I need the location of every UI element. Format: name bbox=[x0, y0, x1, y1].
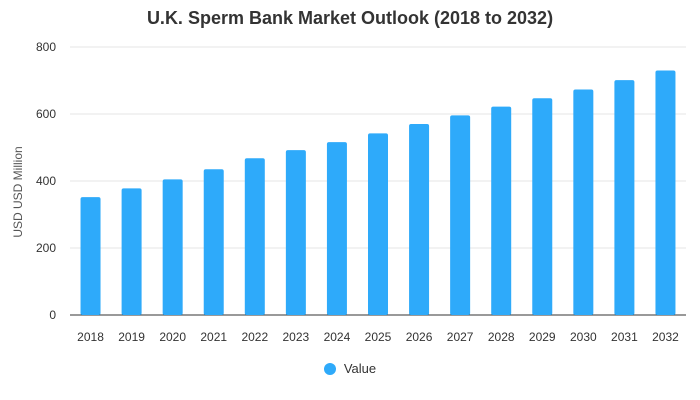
x-tick-label: 2024 bbox=[324, 330, 351, 344]
bar-2027 bbox=[450, 115, 471, 315]
y-tick-label: 800 bbox=[36, 40, 56, 54]
x-tick-label: 2022 bbox=[241, 330, 268, 344]
y-tick-label: 600 bbox=[36, 107, 56, 121]
x-tick-label: 2031 bbox=[611, 330, 638, 344]
bar-2022 bbox=[244, 158, 265, 315]
chart-title: U.K. Sperm Bank Market Outlook (2018 to … bbox=[146, 8, 554, 28]
y-tick-label: 0 bbox=[49, 308, 56, 322]
bar-2031 bbox=[614, 80, 635, 315]
legend-item-value[interactable]: Value bbox=[323, 361, 377, 376]
bar-2025 bbox=[368, 133, 388, 315]
x-tick-label: 2026 bbox=[406, 330, 433, 344]
y-tick-label: 200 bbox=[36, 241, 56, 255]
x-tick-label: 2032 bbox=[652, 330, 679, 344]
bar-2026 bbox=[409, 124, 430, 315]
x-tick-label: 2020 bbox=[159, 330, 186, 344]
bar-2018 bbox=[80, 197, 101, 315]
y-tick-label: 400 bbox=[36, 174, 56, 188]
bar-2020 bbox=[162, 179, 183, 315]
bar-2019 bbox=[121, 188, 142, 315]
x-tick-label: 2030 bbox=[570, 330, 597, 344]
bar-2029 bbox=[532, 98, 553, 315]
x-tick-label: 2019 bbox=[118, 330, 145, 344]
bar-2028 bbox=[491, 106, 512, 315]
legend-swatch-icon bbox=[323, 362, 336, 375]
x-tick-label: 2028 bbox=[488, 330, 515, 344]
bar-2024 bbox=[326, 142, 347, 315]
x-tick-label: 2027 bbox=[447, 330, 474, 344]
legend: Value bbox=[0, 361, 700, 378]
legend-label: Value bbox=[343, 361, 377, 376]
bar-2021 bbox=[203, 169, 224, 315]
x-tick-label: 2021 bbox=[200, 330, 227, 344]
x-tick-label: 2023 bbox=[283, 330, 310, 344]
x-tick-label: 2029 bbox=[529, 330, 556, 344]
x-tick-label: 2025 bbox=[365, 330, 392, 344]
bar-2023 bbox=[285, 150, 306, 315]
x-tick-label: 2018 bbox=[77, 330, 104, 344]
bar-2030 bbox=[573, 89, 594, 315]
bar-2032 bbox=[655, 70, 676, 315]
